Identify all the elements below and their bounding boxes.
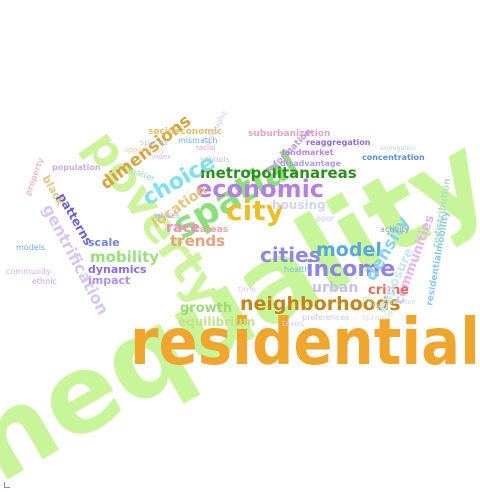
word-index: index [152,153,171,161]
word-growth: growth [180,301,232,316]
word-poor: poor [316,214,335,223]
word-urban: urban [312,280,358,296]
word-trends: trends [170,232,225,250]
word-schools: schools [200,155,230,164]
word-racial: racial [196,144,215,152]
word-community: community [6,267,51,276]
word-population: population [52,163,101,172]
word-scale: scale [88,236,120,249]
word-spaces: spaces [140,138,168,147]
word-economic: economic [196,175,324,203]
word-taxes: taxes [282,319,304,328]
word-opportunity: opportunity [124,146,165,154]
word-landmarket: landmarket [282,148,334,157]
word-existence: existence [382,298,416,306]
word-cities: cities [260,243,321,267]
word-model: model [316,239,382,261]
word-equilibrium: equilibrium [178,315,255,329]
word-whites: whites [154,211,180,220]
word-reaggregation: reaggregation [306,138,371,147]
word-income: income [306,257,395,282]
word-property: property [23,156,45,197]
word-health: health [284,265,309,274]
word-metropolitanareas: metropolitanareas [200,164,357,182]
word-race: race [166,220,200,236]
word-areas: areas [200,225,228,235]
word-activity: activity [380,225,410,234]
word-suburbanization: suburbanization [248,129,330,139]
word-disadvantage: disadvantage [280,159,342,168]
word-ethnic: ethnic [32,277,57,286]
word-housing: housing [272,198,326,212]
word-dynamics: dynamics [88,263,147,276]
word-neighborhoods: neighborhoods [240,293,401,315]
word-black: black [39,173,67,209]
word-time: time [238,285,256,294]
word-impact: impact [88,274,130,287]
word-mobility: mobility [90,248,159,266]
word-socioeconomic: socioeconomic [148,127,222,137]
word-preferences: preferences [302,313,349,322]
corner-bracket-mark [4,482,10,488]
word-residential: residential [130,306,480,380]
word-sprawl: sprawl [362,313,388,322]
word-mismatch: mismatch [178,136,217,145]
word-concentration: concentration [362,153,425,162]
word-crime: crime [368,283,409,298]
word-segregation: segregation [380,145,416,152]
word-city: city [226,194,284,227]
word-models: models [16,243,45,252]
